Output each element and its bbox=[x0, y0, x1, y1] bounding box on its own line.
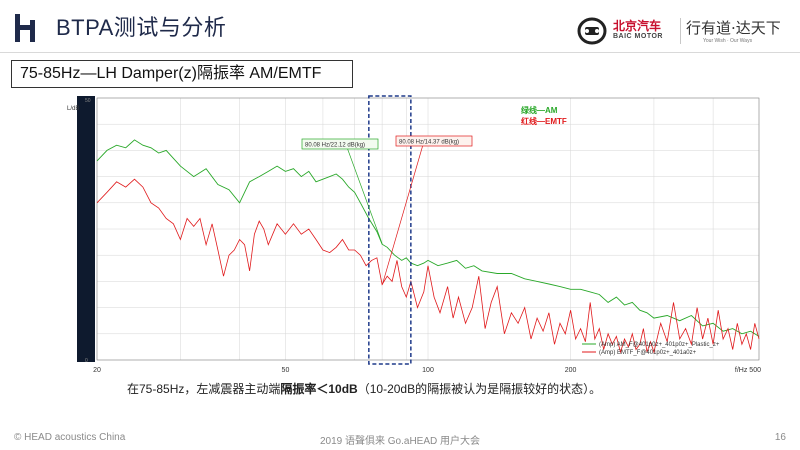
frequency-response-chart: L/dB 50 0 20 50 100 200 f/Hz 500 80.08 Hz/22… bbox=[66, 92, 766, 377]
x-tick-label: 200 bbox=[565, 367, 577, 374]
annotation-label: 80.08 Hz/22.12 dB(kg) bbox=[305, 143, 365, 149]
footer-copyright: © HEAD acoustics China bbox=[14, 432, 126, 443]
slide-subtitle: 75-85Hz—LH Damper(z)隔振率 AM/EMTF bbox=[11, 60, 353, 88]
cursor-annotations: 80.08 Hz/22.12 dB(kg) 80.08 Hz/14.37 dB(k… bbox=[301, 135, 473, 285]
page-number: 16 bbox=[774, 432, 786, 443]
caption-bold: 隔振率＜10dB bbox=[280, 382, 358, 396]
y-axis-label: L/dB bbox=[67, 106, 79, 112]
caption-suffix: （10-20dB的隔振被认为是隔振较好的状态）。 bbox=[357, 382, 602, 396]
plot-frame bbox=[96, 97, 760, 361]
am-series-line bbox=[96, 139, 760, 337]
brand-name: 北京汽车 bbox=[613, 19, 662, 33]
legend-note-emtf: 红线—EMTF bbox=[521, 116, 567, 126]
y-tick-label-top: 50 bbox=[85, 98, 91, 104]
y-tick-label-bottom: 0 bbox=[85, 358, 88, 364]
brand-logo: 北京汽车 BAIC MOTOR 行有道·达天下 Your Wish · Our … bbox=[577, 16, 789, 50]
chart-legend: (Amp) AM_F@401p0z+_401p0z+_Plastic_z+ (Am… bbox=[582, 342, 720, 356]
caption-prefix: 在75-85Hz，左减震器主动端 bbox=[127, 382, 281, 396]
x-tick-label: 100 bbox=[422, 367, 434, 374]
emtf-series-line bbox=[96, 178, 760, 354]
brand-slogan: 行有道·达天下 bbox=[686, 19, 781, 37]
annotation-box bbox=[301, 138, 379, 150]
legend-note-am: 绿线—AM bbox=[521, 105, 558, 115]
footer-event: 2019 语聲俱来 Go.aHEAD 用户大会 bbox=[319, 436, 481, 447]
brand-tagline: Your Wish · Our Ways bbox=[703, 38, 753, 44]
x-tick-label: 50 bbox=[282, 367, 290, 374]
annotation-leader bbox=[347, 148, 383, 245]
annotation-leader bbox=[381, 145, 423, 285]
head-acoustics-logo-icon bbox=[15, 14, 35, 42]
brand-divider bbox=[680, 18, 681, 44]
legend-entry: (Amp) AM_F@401p0z+_401p0z+_Plastic_z+ bbox=[599, 342, 720, 348]
header-divider bbox=[0, 52, 800, 53]
caption: 在75-85Hz，左减震器主动端隔振率＜10dB（10-20dB的隔振被认为是隔… bbox=[127, 380, 601, 397]
annotation-box bbox=[395, 135, 473, 147]
x-tick-label: f/Hz 500 bbox=[735, 367, 761, 374]
page-title: BTPA测试与分析 bbox=[56, 15, 227, 40]
chart-background bbox=[66, 92, 766, 377]
x-tick-labels: 20 50 100 200 f/Hz 500 bbox=[93, 367, 761, 374]
x-tick-label: 20 bbox=[93, 367, 101, 374]
brand-sub: BAIC MOTOR bbox=[613, 33, 663, 40]
baic-emblem-icon bbox=[577, 17, 607, 45]
frequency-highlight-box bbox=[368, 95, 412, 365]
legend-entry: (Amp) EMTF_F@401p0z+_401a0z+ bbox=[599, 350, 697, 356]
y-axis-bar bbox=[77, 96, 95, 362]
annotation-label: 80.08 Hz/14.37 dB(kg) bbox=[399, 140, 459, 146]
